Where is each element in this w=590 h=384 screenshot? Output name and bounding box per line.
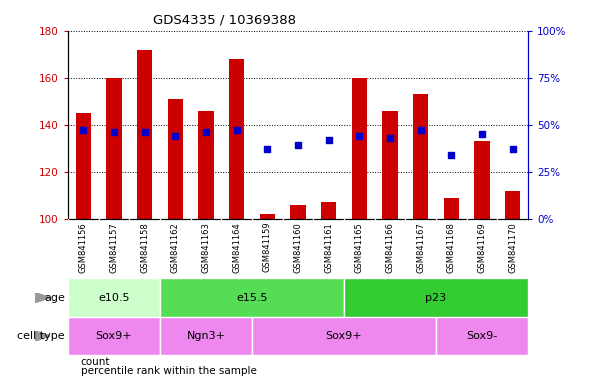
Text: GSM841159: GSM841159 — [263, 222, 272, 273]
Point — [140, 129, 149, 136]
Bar — [160, 278, 344, 317]
Bar — [198, 111, 214, 219]
Text: GSM841160: GSM841160 — [293, 222, 303, 273]
Text: GSM841156: GSM841156 — [78, 222, 88, 273]
Point — [508, 146, 517, 152]
Text: age: age — [44, 293, 65, 303]
Text: Ngn3+: Ngn3+ — [186, 331, 225, 341]
Text: GSM841163: GSM841163 — [201, 222, 211, 273]
Point — [109, 129, 119, 136]
Bar — [321, 202, 336, 219]
Bar — [68, 317, 160, 355]
Bar — [352, 78, 367, 219]
Point — [385, 135, 395, 141]
Bar — [344, 278, 528, 317]
Polygon shape — [35, 331, 50, 341]
Text: GSM841162: GSM841162 — [171, 222, 180, 273]
Bar — [444, 198, 459, 219]
Text: e10.5: e10.5 — [98, 293, 130, 303]
Bar — [252, 317, 436, 355]
Text: percentile rank within the sample: percentile rank within the sample — [81, 366, 257, 376]
Text: Sox9-: Sox9- — [467, 331, 497, 341]
Text: GSM841161: GSM841161 — [324, 222, 333, 273]
Point — [416, 127, 425, 134]
Point — [171, 133, 180, 139]
Bar — [168, 99, 183, 219]
Point — [263, 146, 272, 152]
Text: GSM841167: GSM841167 — [416, 222, 425, 273]
Text: e15.5: e15.5 — [236, 293, 268, 303]
Bar — [260, 214, 275, 219]
Point — [232, 127, 241, 134]
Text: GSM841165: GSM841165 — [355, 222, 364, 273]
Point — [447, 152, 456, 158]
Bar — [474, 141, 490, 219]
Text: GSM841158: GSM841158 — [140, 222, 149, 273]
Polygon shape — [35, 293, 50, 303]
Bar — [382, 111, 398, 219]
Point — [477, 131, 487, 137]
Text: GSM841164: GSM841164 — [232, 222, 241, 273]
Bar — [505, 191, 520, 219]
Bar — [106, 78, 122, 219]
Bar — [436, 317, 528, 355]
Text: count: count — [81, 358, 110, 367]
Point — [293, 142, 303, 149]
Bar — [290, 205, 306, 219]
Text: GSM841166: GSM841166 — [385, 222, 395, 273]
Bar — [137, 50, 152, 219]
Point — [324, 137, 333, 143]
Text: GDS4335 / 10369388: GDS4335 / 10369388 — [153, 13, 296, 26]
Bar — [413, 94, 428, 219]
Text: GSM841168: GSM841168 — [447, 222, 456, 273]
Text: GSM841170: GSM841170 — [508, 222, 517, 273]
Text: Sox9+: Sox9+ — [96, 331, 132, 341]
Text: GSM841157: GSM841157 — [109, 222, 119, 273]
Point — [355, 133, 364, 139]
Point — [78, 127, 88, 134]
Text: GSM841169: GSM841169 — [477, 222, 487, 273]
Bar — [68, 278, 160, 317]
Text: Sox9+: Sox9+ — [326, 331, 362, 341]
Bar — [229, 59, 244, 219]
Text: cell type: cell type — [17, 331, 65, 341]
Bar — [76, 113, 91, 219]
Bar — [160, 317, 252, 355]
Point — [201, 129, 211, 136]
Text: p23: p23 — [425, 293, 447, 303]
